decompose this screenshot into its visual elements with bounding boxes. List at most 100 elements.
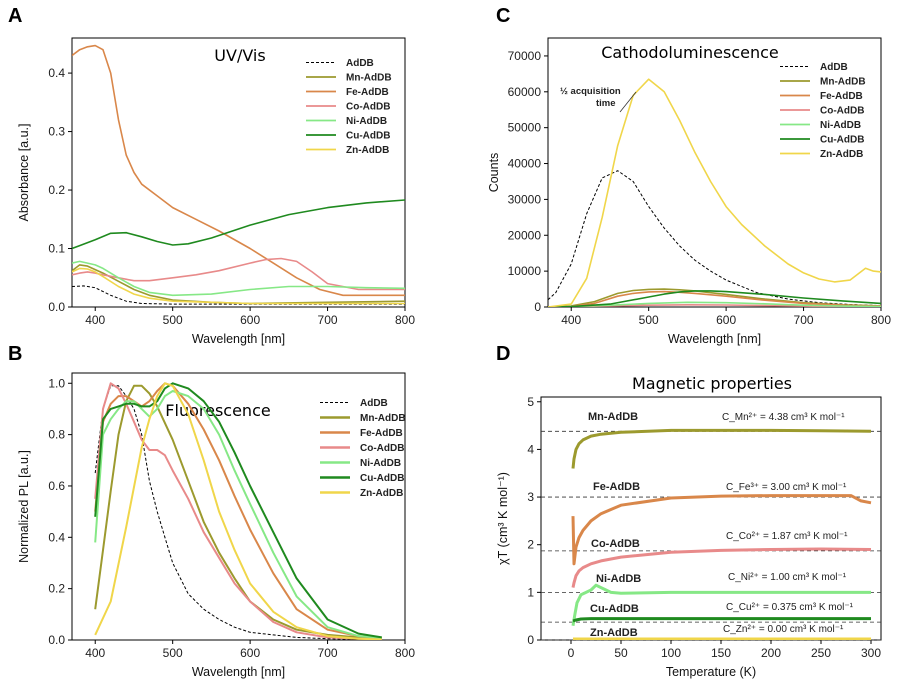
y-tick-label: 1.0 — [48, 376, 65, 390]
legend-label-zn-addb: Zn-AdDB — [346, 145, 389, 156]
legend-label-addb: AdDB — [360, 398, 388, 409]
curie-constant-label: C_Co²⁺ = 1.87 cm³ K mol⁻¹ — [726, 531, 848, 542]
x-tick-label: 800 — [871, 313, 891, 327]
x-tick-label: 600 — [240, 313, 260, 327]
y-axis-label: Absorbance [a.u.] — [17, 124, 31, 222]
y-tick-label: 0 — [534, 300, 541, 314]
series-label-cu-addb: Cu-AdDB — [590, 603, 639, 615]
legend-label-cu-addb: Cu-AdDB — [820, 135, 864, 146]
series-line-mn-addb — [72, 264, 405, 305]
y-tick-label: 70000 — [508, 49, 542, 63]
legend-label-fe-addb: Fe-AdDB — [820, 91, 863, 102]
chart-title: Fluorescence — [165, 401, 270, 420]
series-label-zn-addb: Zn-AdDB — [590, 627, 638, 639]
x-tick-label: 100 — [661, 646, 681, 660]
series-line-zn-addb — [94, 382, 382, 640]
series-label-co-addb: Co-AdDB — [591, 538, 640, 550]
x-tick-label: 500 — [163, 646, 183, 660]
x-tick-label: 200 — [761, 646, 781, 660]
legend-label-mn-addb: Mn-AdDB — [346, 73, 392, 84]
legend-label-co-addb: Co-AdDB — [820, 106, 864, 117]
curie-constant-label: C_Ni²⁺ = 1.00 cm³ K mol⁻¹ — [728, 572, 847, 583]
x-tick-label: 800 — [395, 313, 415, 327]
y-axis-label: Counts — [487, 153, 501, 193]
plot-frame — [547, 37, 882, 308]
y-tick-label: 4 — [527, 442, 534, 456]
curie-constant-label: C_Zn²⁺ = 0.00 cm³ K mol⁻¹ — [723, 624, 844, 635]
series-line-zn-addb — [72, 267, 405, 305]
legend-label-zn-addb: Zn-AdDB — [360, 488, 403, 499]
series-line-co-addb — [571, 547, 872, 588]
y-tick-label: 5 — [527, 395, 534, 409]
curie-constant-label: C_Mn²⁺ = 4.38 cm³ K mol⁻¹ — [722, 412, 845, 423]
x-axis-label: Temperature (K) — [666, 665, 756, 679]
panel-letter: C — [496, 5, 510, 27]
panel-c: C Cathodoluminescence 400 500 600 700 800 0 1000… — [487, 5, 891, 346]
x-tick-label: 400 — [561, 313, 581, 327]
series-line-ni-addb — [72, 260, 405, 297]
legend-label-mn-addb: Mn-AdDB — [360, 413, 406, 424]
x-tick-label: 700 — [318, 313, 338, 327]
y-tick-label: 0.0 — [48, 300, 65, 314]
x-tick-label: 600 — [716, 313, 736, 327]
y-tick-label: 2 — [527, 538, 534, 552]
x-tick-label: 700 — [318, 646, 338, 660]
x-axis-label: Wavelength [nm] — [192, 665, 285, 679]
legend-label-ni-addb: Ni-AdDB — [360, 458, 401, 469]
annotation-text-line1: ½ acquisition — [560, 86, 621, 97]
series-label-mn-addb: Mn-AdDB — [588, 411, 638, 423]
series-line-cu-addb — [94, 382, 382, 639]
x-axis-label: Wavelength [nm] — [668, 332, 761, 346]
curie-constant-label: C_Cu²⁺ = 0.375 cm³ K mol⁻¹ — [726, 602, 854, 613]
series-line-fe-addb — [571, 494, 872, 566]
y-tick-label: 30000 — [508, 192, 542, 206]
legend-label-addb: AdDB — [346, 58, 374, 69]
x-axis-label: Wavelength [nm] — [192, 332, 285, 346]
panel-b: B Fluorescence 400 500 600 700 800 0.0 0.2 0.4 0.6… — [8, 343, 415, 679]
y-tick-label: 3 — [527, 490, 534, 504]
series-line-zn-addb — [548, 78, 881, 307]
y-tick-label: 0.3 — [48, 125, 65, 139]
x-tick-label: 50 — [614, 646, 628, 660]
series-line-co-addb — [72, 257, 405, 291]
series-line-co-addb — [94, 382, 382, 640]
y-tick-label: 1 — [527, 585, 534, 599]
y-tick-label: 0.4 — [48, 66, 65, 80]
series-line-ni-addb — [571, 583, 871, 626]
legend-label-fe-addb: Fe-AdDB — [346, 87, 389, 98]
panel-d: D Magnetic properties 0 50 100 150 200 250 300 0 1… — [496, 343, 882, 679]
y-tick-label: 0.0 — [48, 633, 65, 647]
x-tick-label: 800 — [395, 646, 415, 660]
y-tick-label: 0.1 — [48, 242, 65, 256]
y-tick-label: 50000 — [508, 121, 542, 135]
y-axis-label: χT (cm³ K mol⁻¹) — [496, 472, 510, 565]
series-line-mn-addb — [571, 428, 872, 469]
legend-label-ni-addb: Ni-AdDB — [820, 120, 861, 131]
x-tick-label: 400 — [85, 646, 105, 660]
x-tick-label: 700 — [794, 313, 814, 327]
legend-label-fe-addb: Fe-AdDB — [360, 428, 403, 439]
y-axis-label: Normalized PL [a.u.] — [17, 450, 31, 563]
x-tick-label: 250 — [811, 646, 831, 660]
x-tick-label: 150 — [711, 646, 731, 660]
y-tick-label: 0.4 — [48, 530, 65, 544]
chart-title: Magnetic properties — [632, 374, 792, 393]
series-line-cu-addb — [548, 290, 881, 307]
x-tick-label: 0 — [568, 646, 575, 660]
x-tick-label: 300 — [861, 646, 881, 660]
legend-label-co-addb: Co-AdDB — [346, 102, 390, 113]
series-label-ni-addb: Ni-AdDB — [596, 573, 641, 585]
series-line-fe-addb — [548, 290, 881, 307]
panel-letter: B — [8, 343, 22, 365]
panel-a: A UV/Vis 400 500 600 700 800 0.0 0.1 0.2 0.3 0.4 Wav… — [8, 5, 415, 346]
legend-label-cu-addb: Cu-AdDB — [360, 473, 404, 484]
series-label-fe-addb: Fe-AdDB — [593, 481, 640, 493]
y-tick-label: 40000 — [508, 157, 542, 171]
panel-letter: A — [8, 5, 22, 27]
y-tick-label: 0.6 — [48, 479, 65, 493]
legend-label-cu-addb: Cu-AdDB — [346, 131, 390, 142]
x-tick-label: 400 — [85, 313, 105, 327]
panel-letter: D — [496, 343, 510, 365]
legend-label-ni-addb: Ni-AdDB — [346, 116, 387, 127]
chart-title: Cathodoluminescence — [601, 43, 778, 62]
